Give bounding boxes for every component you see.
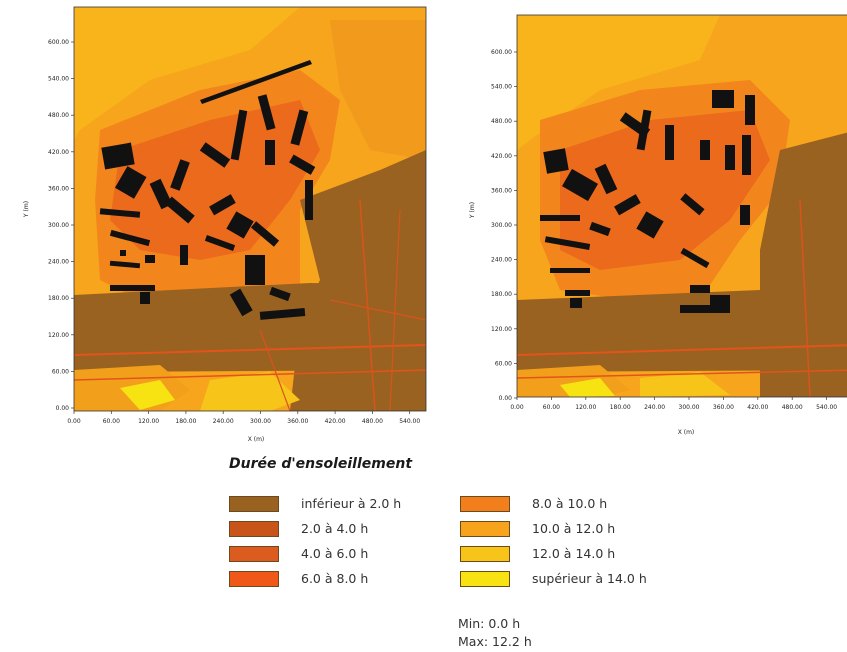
legend-label: supérieur à 14.0 h [532,571,647,586]
x-tick-label: 480.00 [362,418,383,425]
x-tick-label: 360.00 [713,404,734,411]
y-tick-label: 60.00 [495,360,512,367]
legend-stats: Min: 0.0 h Max: 12.2 h [458,615,532,651]
x-tick-label: 60.00 [543,404,560,411]
legend-label: inférieur à 2.0 h [301,496,402,511]
x-tick-label: 540.00 [399,418,420,425]
left-map-buildings [99,60,316,320]
left-map-y-label: Y (m) [23,201,30,218]
right-map-buildings [540,90,755,313]
x-tick-label: 420.00 [747,404,768,411]
legend-swatch [229,495,279,512]
x-tick-label: 540.00 [816,404,837,411]
min-value: Min: 0.0 h [458,616,521,631]
y-tick-label: 540.00 [48,76,69,83]
y-tick-label: 300.00 [48,222,69,229]
y-tick-label: 600.00 [491,49,512,56]
y-tick-label: 540.00 [491,84,512,91]
sunshine-maps: 0.00 60.00 120.00 180.00 240.00 300.00 360.00 4… [23,6,847,443]
legend-label: 6.0 à 8.0 h [301,571,369,586]
y-tick-label: 420.00 [491,153,512,160]
right-map-x-ticks: 0.00 60.00 120.00 180.00 240.00 300.00 360.00 4… [510,397,837,411]
y-tick-label: 360.00 [491,187,512,194]
legend-label: 2.0 à 4.0 h [301,521,369,536]
legend-column-left: inférieur à 2.0 h 2.0 à 4.0 h 4.0 à 6.0 … [229,491,401,591]
legend-item: supérieur à 14.0 h [460,566,647,591]
legend-item: 2.0 à 4.0 h [229,516,401,541]
y-tick-label: 180.00 [48,295,69,302]
x-tick-label: 420.00 [325,418,346,425]
right-map: 0.00 60.00 120.00 180.00 240.00 300.00 360.00 4… [469,14,847,436]
legend-title: Durée d'ensoleillement [229,456,413,472]
left-map-x-label: X (m) [248,436,265,443]
legend-label: 10.0 à 12.0 h [532,521,616,536]
y-tick-label: 0.00 [56,405,70,412]
legend-column-right: 8.0 à 10.0 h 10.0 à 12.0 h 12.0 à 14.0 h… [460,491,647,591]
right-map-zones [517,15,847,397]
legend-item: 4.0 à 6.0 h [229,541,401,566]
legend-label: 8.0 à 10.0 h [532,496,608,511]
left-map-zones [74,7,426,411]
y-tick-label: 300.00 [491,222,512,229]
legend-swatch [460,545,510,562]
x-tick-label: 300.00 [250,418,271,425]
right-map-x-label: X (m) [678,429,695,436]
right-map-y-ticks: 0.00 60.00 120.00 180.00 240.00 300.00 360.00 4… [491,49,517,402]
x-tick-label: 180.00 [175,418,196,425]
y-tick-label: 120.00 [48,332,69,339]
y-tick-label: 240.00 [491,257,512,264]
legend-swatch [460,495,510,512]
y-tick-label: 60.00 [52,368,69,375]
x-tick-label: 360.00 [287,418,308,425]
x-tick-label: 0.00 [510,404,524,411]
y-tick-label: 480.00 [491,118,512,125]
legend-item: inférieur à 2.0 h [229,491,401,516]
y-tick-label: 420.00 [48,149,69,156]
y-tick-label: 120.00 [491,326,512,333]
legend-item: 12.0 à 14.0 h [460,541,647,566]
legend-item: 10.0 à 12.0 h [460,516,647,541]
legend-item: 6.0 à 8.0 h [229,566,401,591]
max-value: Max: 12.2 h [458,634,532,649]
y-tick-label: 240.00 [48,259,69,266]
legend-label: 4.0 à 6.0 h [301,546,369,561]
legend-swatch [460,570,510,587]
y-tick-label: 180.00 [491,291,512,298]
x-tick-label: 120.00 [575,404,596,411]
x-tick-label: 240.00 [213,418,234,425]
x-tick-label: 0.00 [67,418,81,425]
legend-swatch [229,545,279,562]
x-tick-label: 240.00 [644,404,665,411]
y-tick-label: 600.00 [48,39,69,46]
x-tick-label: 180.00 [610,404,631,411]
left-map-x-ticks: 0.00 60.00 120.00 180.00 240.00 300.00 360.00 4… [67,411,420,425]
legend-swatch [460,520,510,537]
x-tick-label: 300.00 [679,404,700,411]
legend-item: 8.0 à 10.0 h [460,491,647,516]
left-map: 0.00 60.00 120.00 180.00 240.00 300.00 360.00 4… [23,6,427,443]
x-tick-label: 60.00 [103,418,120,425]
y-tick-label: 480.00 [48,112,69,119]
legend-label: 12.0 à 14.0 h [532,546,616,561]
left-map-y-ticks: 0.00 60.00 120.00 180.00 240.00 300.00 360.00 4… [48,39,74,412]
legend-swatch [229,570,279,587]
legend-swatch [229,520,279,537]
right-map-y-label: Y (m) [469,202,476,219]
y-tick-label: 360.00 [48,185,69,192]
y-tick-label: 0.00 [499,395,513,402]
x-tick-label: 480.00 [782,404,803,411]
x-tick-label: 120.00 [138,418,159,425]
